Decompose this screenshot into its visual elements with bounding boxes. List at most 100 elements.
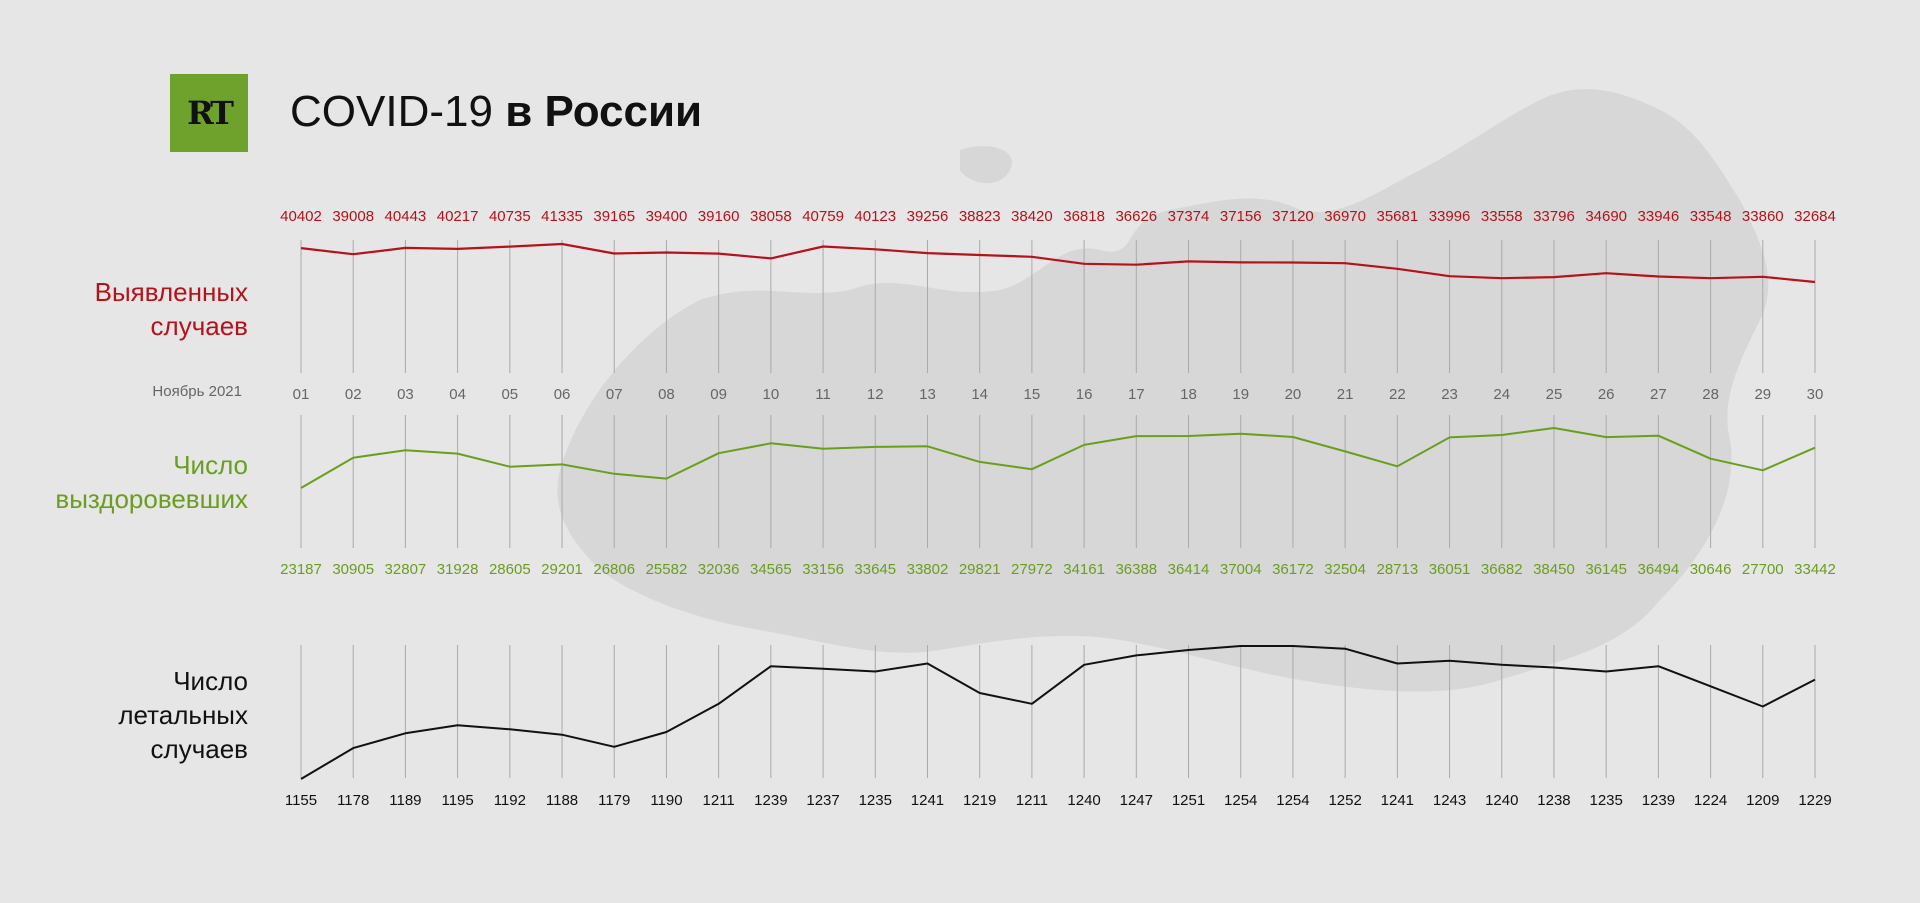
cases-data-label: 36818 — [1063, 208, 1105, 225]
cases-label-line-2: случаев — [150, 311, 248, 341]
day-tick-label: 03 — [397, 386, 414, 403]
recovered-data-label: 26806 — [593, 561, 635, 578]
day-tick-label: 26 — [1598, 386, 1615, 403]
cases-data-label: 39160 — [698, 208, 740, 225]
recovered-series-line — [300, 427, 1816, 489]
deaths-data-label: 1224 — [1694, 792, 1727, 809]
day-tick-label: 18 — [1180, 386, 1197, 403]
recovered-label-line-2: выздоровевших — [55, 484, 248, 514]
deaths-data-label: 1195 — [441, 792, 473, 809]
recovered-data-label: 36051 — [1429, 561, 1471, 578]
deaths-series-label: Число летальных случаев — [118, 664, 248, 766]
day-tick-label: 19 — [1232, 386, 1249, 403]
cases-data-label: 36970 — [1324, 208, 1366, 225]
cases-data-label: 33796 — [1533, 208, 1575, 225]
recovered-data-label: 25582 — [646, 561, 688, 578]
deaths-data-label: 1190 — [650, 792, 682, 809]
deaths-data-label: 1254 — [1276, 792, 1309, 809]
cases-data-label: 40402 — [280, 208, 322, 225]
day-tick-label: 07 — [606, 386, 623, 403]
deaths-data-label: 1243 — [1433, 792, 1466, 809]
deaths-data-label: 1240 — [1067, 792, 1100, 809]
deaths-data-label: 1247 — [1120, 792, 1153, 809]
title-regular: COVID-19 — [290, 87, 493, 136]
cases-data-label: 39256 — [907, 208, 949, 225]
day-tick-label: 01 — [293, 386, 310, 403]
recovered-data-label: 37004 — [1220, 561, 1262, 578]
cases-data-label: 33860 — [1742, 208, 1784, 225]
cases-data-label: 36626 — [1115, 208, 1157, 225]
cases-data-label: 33558 — [1481, 208, 1523, 225]
day-tick-label: 12 — [867, 386, 884, 403]
day-tick-label: 25 — [1546, 386, 1563, 403]
deaths-data-label: 1239 — [1642, 792, 1675, 809]
recovered-label-line-1: Число — [173, 450, 248, 480]
day-tick-label: 13 — [919, 386, 936, 403]
recovered-data-label: 30646 — [1690, 561, 1732, 578]
cases-data-label: 34690 — [1585, 208, 1627, 225]
day-tick-label: 14 — [971, 386, 988, 403]
cases-data-label: 40217 — [437, 208, 479, 225]
recovered-data-label: 36145 — [1585, 561, 1627, 578]
day-tick-label: 22 — [1389, 386, 1406, 403]
cases-data-label: 38823 — [959, 208, 1001, 225]
deaths-data-label: 1251 — [1172, 792, 1205, 809]
day-tick-label: 21 — [1337, 386, 1354, 403]
recovered-data-label: 33802 — [907, 561, 949, 578]
cases-data-label: 39165 — [593, 208, 635, 225]
day-tick-label: 16 — [1076, 386, 1093, 403]
recovered-data-label: 28605 — [489, 561, 531, 578]
recovered-data-label: 34161 — [1063, 561, 1105, 578]
cases-data-label: 39400 — [646, 208, 688, 225]
recovered-data-label: 33156 — [802, 561, 844, 578]
day-tick-label: 09 — [710, 386, 727, 403]
deaths-data-label: 1254 — [1224, 792, 1257, 809]
day-tick-label: 23 — [1441, 386, 1458, 403]
day-tick-label: 06 — [554, 386, 571, 403]
day-tick-label: 29 — [1754, 386, 1771, 403]
day-tick-label: 10 — [763, 386, 780, 403]
recovered-data-label: 27972 — [1011, 561, 1053, 578]
day-tick-label: 11 — [815, 386, 831, 403]
day-tick-label: 04 — [449, 386, 466, 403]
cases-data-label: 40123 — [854, 208, 896, 225]
recovered-data-label: 29821 — [959, 561, 1001, 578]
title-bold: в России — [505, 87, 703, 136]
page-title: COVID-19 в России — [290, 84, 702, 140]
deaths-data-label: 1219 — [963, 792, 996, 809]
deaths-data-label: 1235 — [1589, 792, 1622, 809]
deaths-data-label: 1238 — [1537, 792, 1570, 809]
recovered-data-label: 36414 — [1168, 561, 1210, 578]
cases-data-label: 37374 — [1168, 208, 1210, 225]
recovered-data-label: 32504 — [1324, 561, 1366, 578]
cases-data-label: 37156 — [1220, 208, 1262, 225]
deaths-data-label: 1155 — [285, 792, 317, 809]
recovered-data-label: 29201 — [541, 561, 583, 578]
recovered-data-label: 33645 — [854, 561, 896, 578]
deaths-label-line-2: летальных — [118, 700, 248, 730]
deaths-data-label: 1237 — [806, 792, 839, 809]
day-tick-label: 02 — [345, 386, 362, 403]
recovered-data-label: 33442 — [1794, 561, 1836, 578]
cases-data-label: 40735 — [489, 208, 531, 225]
day-tick-label: 05 — [501, 386, 518, 403]
recovered-data-label: 31928 — [437, 561, 479, 578]
cases-data-label: 38058 — [750, 208, 792, 225]
month-label: Ноябрь 2021 — [152, 383, 242, 400]
recovered-data-label: 27700 — [1742, 561, 1784, 578]
map-detail — [960, 146, 1012, 184]
deaths-data-label: 1178 — [337, 792, 369, 809]
deaths-data-label: 1179 — [598, 792, 630, 809]
day-tick-label: 20 — [1285, 386, 1302, 403]
deaths-data-label: 1189 — [389, 792, 421, 809]
cases-data-label: 40443 — [385, 208, 427, 225]
recovered-data-label: 36494 — [1638, 561, 1680, 578]
day-tick-label: 24 — [1493, 386, 1510, 403]
deaths-data-label: 1229 — [1798, 792, 1831, 809]
cases-data-label: 32684 — [1794, 208, 1836, 225]
deaths-data-label: 1209 — [1746, 792, 1779, 809]
cases-data-label: 35681 — [1376, 208, 1418, 225]
recovered-data-label: 30905 — [332, 561, 374, 578]
